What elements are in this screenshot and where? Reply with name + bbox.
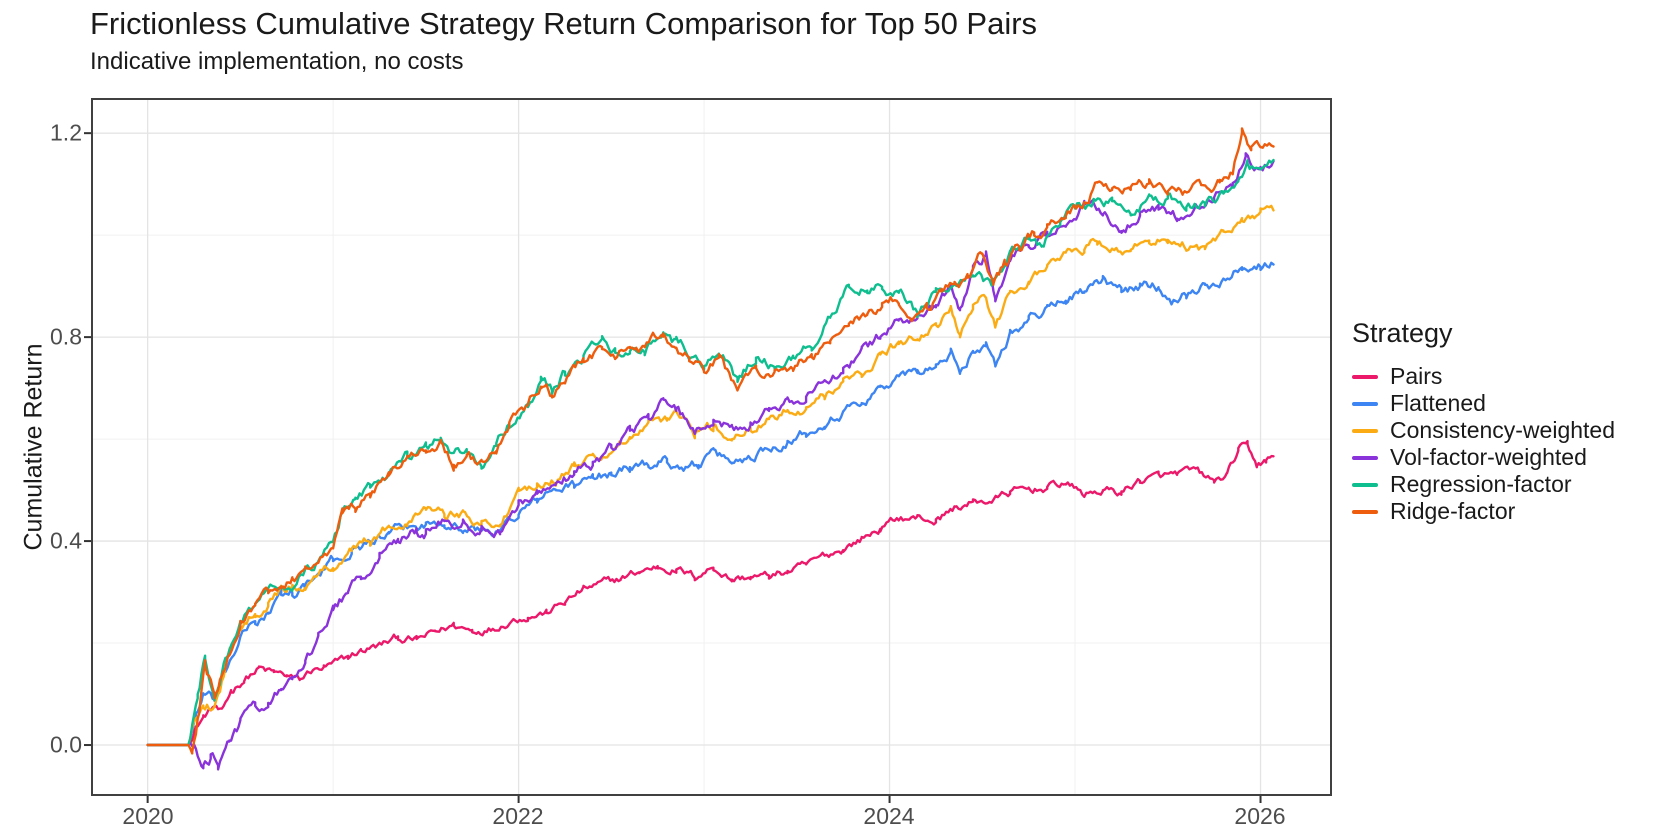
legend-label-pairs: Pairs (1390, 363, 1443, 389)
regression-factor-line-swatch-icon (1352, 482, 1378, 487)
flattened-line-swatch-icon (1352, 401, 1378, 406)
legend-label-vol-factor-weighted: Vol-factor-weighted (1390, 444, 1587, 470)
vol-factor-weighted-line-swatch-icon (1352, 455, 1378, 460)
y-tick-label-0.0: 0.0 (50, 731, 82, 758)
legend-item-consistency-weighted: Consistency-weighted (1352, 417, 1615, 444)
x-tick-label-2020: 2020 (122, 803, 174, 829)
legend-label-ridge-factor: Ridge-factor (1390, 498, 1516, 524)
y-tick-label-0.4: 0.4 (50, 527, 82, 554)
legend-item-regression-factor: Regression-factor (1352, 471, 1615, 498)
series-line-consistency-weighted (146, 204, 1275, 747)
series-line-pairs (146, 439, 1275, 747)
consistency-weighted-line-swatch-icon (1352, 428, 1378, 433)
x-tick-label-2026: 2026 (1234, 803, 1286, 829)
chart-subtitle: Indicative implementation, no costs (90, 48, 464, 75)
y-axis-title: Cumulative Return (19, 343, 48, 551)
series-line-flattened (146, 261, 1275, 747)
legend-title: Strategy (1352, 318, 1453, 348)
ridge-factor-line-swatch-icon (1352, 509, 1378, 514)
chart-title: Frictionless Cumulative Strategy Return … (90, 6, 1038, 41)
legend-item-vol-factor-weighted: Vol-factor-weighted (1352, 444, 1615, 471)
series-line-ridge-factor (146, 127, 1275, 755)
legend-label-consistency-weighted: Consistency-weighted (1390, 417, 1616, 443)
legend-label-flattened: Flattened (1390, 390, 1486, 416)
legend: Strategy Pairs Flattened Consistency-wei… (1352, 318, 1615, 525)
x-tick-label-2022: 2022 (492, 803, 544, 829)
panel-border (91, 98, 1332, 796)
y-tick-label-1.2: 1.2 (50, 119, 82, 146)
legend-label-regression-factor: Regression-factor (1390, 471, 1572, 497)
pairs-line-swatch-icon (1352, 374, 1378, 379)
x-tick-label-2024: 2024 (863, 803, 915, 829)
series-line-regression-factor (146, 158, 1275, 747)
y-tick-label-0.8: 0.8 (50, 323, 82, 350)
legend-item-flattened: Flattened (1352, 390, 1615, 417)
legend-item-pairs: Pairs (1352, 363, 1615, 390)
legend-item-ridge-factor: Ridge-factor (1352, 498, 1615, 525)
